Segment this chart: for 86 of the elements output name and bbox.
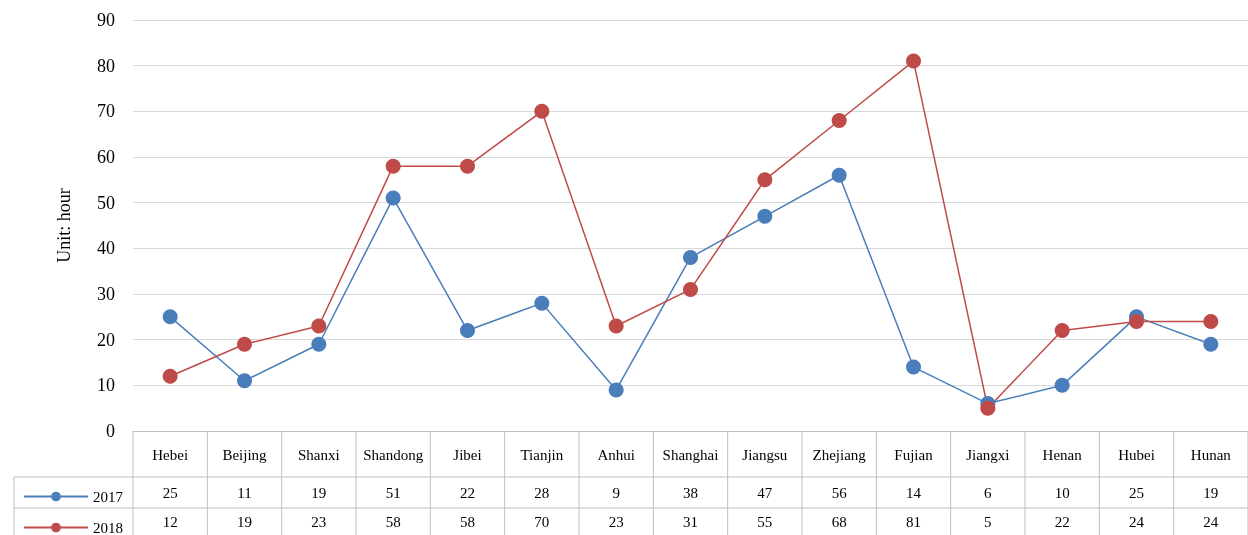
x-tick-label: Henan — [1042, 446, 1083, 463]
point — [1054, 377, 1070, 393]
data-label: 10 — [1054, 484, 1070, 501]
y-tick-label: 40 — [97, 238, 115, 259]
point — [237, 336, 252, 352]
legend-label: 2018 — [93, 519, 123, 535]
data-label: 11 — [237, 484, 252, 501]
point — [1203, 336, 1219, 352]
point — [906, 359, 921, 375]
x-tick-label: Shanxi — [298, 446, 340, 463]
x-tick-label: Hubei — [1118, 446, 1155, 463]
y-tick-label: 80 — [97, 55, 115, 76]
x-tick-label: Shanghai — [662, 446, 719, 463]
x-tick-label: Anhui — [597, 446, 635, 463]
point — [162, 368, 178, 384]
x-tick-label: Shandong — [363, 446, 424, 463]
point — [683, 281, 698, 297]
point — [1129, 313, 1144, 329]
point — [237, 373, 252, 389]
x-tick-label: Tianjin — [520, 446, 564, 463]
point — [162, 309, 178, 325]
data-label: 19 — [1203, 484, 1219, 501]
data-label: 14 — [906, 484, 922, 501]
data-label: 31 — [683, 513, 698, 530]
data-label: 56 — [831, 484, 848, 501]
data-label: 22 — [460, 484, 475, 501]
data-label: 70 — [534, 513, 550, 530]
y-tick-label: 30 — [97, 284, 115, 304]
point — [683, 249, 698, 265]
x-tick-label: Jibei — [453, 446, 482, 463]
y-axis-title: Unit: hour — [54, 188, 74, 263]
point — [311, 318, 327, 334]
point — [906, 53, 921, 69]
x-tick-label: Zhejiang — [812, 446, 867, 463]
y-tick-label: 70 — [97, 101, 115, 122]
point — [460, 323, 475, 339]
point — [608, 318, 624, 334]
data-label: 23 — [608, 513, 624, 530]
data-label: 81 — [906, 513, 921, 530]
point — [831, 167, 847, 183]
data-label: 51 — [385, 484, 401, 501]
point — [534, 295, 550, 311]
x-tick-label: Fujian — [894, 446, 934, 463]
data-label: 24 — [1203, 513, 1219, 530]
point — [1054, 323, 1070, 339]
data-label: 19 — [311, 484, 327, 501]
x-tick-label: Jiangsu — [742, 446, 788, 463]
data-label: 38 — [683, 484, 698, 501]
y-tick-label: 60 — [97, 147, 115, 167]
data-label: 55 — [757, 513, 773, 530]
y-tick-label: 20 — [97, 329, 115, 350]
point — [460, 158, 475, 174]
x-tick-label: Hunan — [1190, 446, 1232, 463]
data-label: 68 — [831, 513, 847, 530]
data-label: 5 — [984, 513, 992, 530]
y-tick-label: 50 — [97, 192, 115, 213]
data-label: 47 — [757, 484, 773, 501]
y-tick-label: 10 — [97, 375, 115, 396]
point — [1203, 313, 1219, 329]
data-label: 24 — [1129, 513, 1145, 530]
data-label: 6 — [984, 484, 993, 501]
y-tick-label: 90 — [97, 10, 115, 30]
x-tick-label: Hebei — [152, 446, 189, 463]
data-label: 28 — [534, 484, 550, 501]
data-label: 12 — [162, 513, 178, 530]
point — [534, 103, 550, 119]
point — [385, 190, 401, 206]
point — [608, 382, 624, 398]
data-label: 22 — [1054, 513, 1070, 530]
data-label: 25 — [1129, 484, 1144, 501]
data-label: 19 — [237, 513, 252, 530]
point — [385, 158, 401, 174]
point — [831, 112, 847, 128]
point — [757, 172, 773, 188]
data-label: 23 — [311, 513, 327, 530]
x-tick-label: Jiangxi — [966, 446, 1010, 463]
x-tick-label: Beijing — [222, 446, 268, 463]
point — [980, 400, 996, 416]
data-label: 58 — [460, 513, 475, 530]
point — [757, 208, 773, 224]
y-tick-label: 0 — [106, 421, 115, 441]
legend-label: 2017 — [93, 488, 124, 505]
data-label: 58 — [385, 513, 401, 530]
data-label: 25 — [162, 484, 178, 501]
data-label: 9 — [612, 484, 620, 501]
point — [311, 336, 327, 352]
